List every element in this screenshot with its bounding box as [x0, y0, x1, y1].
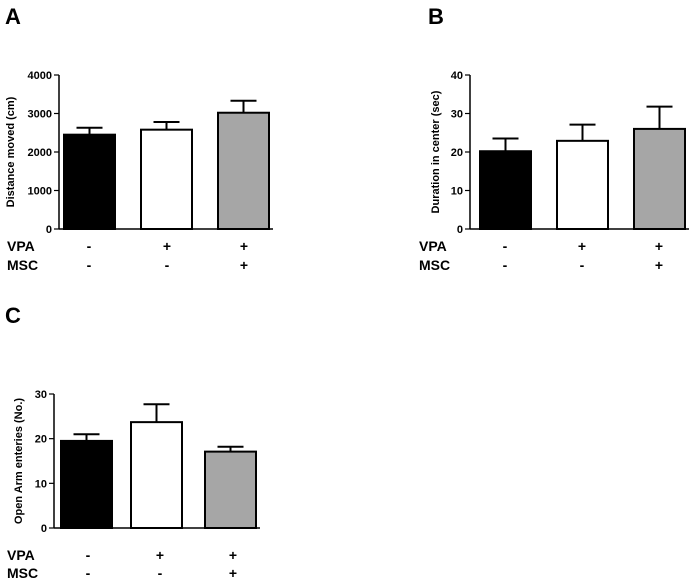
condition-sign: - [87, 238, 92, 254]
chart-panel-c: C 0 10 20 30 Open Arm enteries (No.) VPA - + + MSC… [5, 303, 260, 581]
condition-sign: - [87, 257, 92, 273]
y-tick-label: 0 [46, 224, 52, 236]
condition-sign: - [158, 565, 163, 581]
condition-sign: - [503, 257, 508, 273]
y-tick-label: 30 [35, 389, 47, 401]
bar [60, 439, 113, 529]
bar [633, 127, 686, 230]
panel-letter: B [428, 4, 444, 29]
bar [204, 450, 257, 529]
condition-sign: + [156, 547, 164, 563]
condition-sign: - [86, 565, 91, 581]
condition-sign: - [503, 238, 508, 254]
condition-sign: + [655, 238, 663, 254]
panel-letter: C [5, 303, 21, 328]
y-tick-label: 0 [457, 224, 463, 236]
bar [556, 139, 609, 231]
y-tick-label: 2000 [28, 147, 52, 159]
y-tick-label: 20 [35, 434, 47, 446]
condition-sign: - [580, 257, 585, 273]
condition-label-msc: MSC [419, 257, 450, 273]
y-tick-label: 10 [35, 478, 47, 490]
y-axis-label: Duration in center (sec) [430, 90, 442, 213]
y-tick-label: 30 [451, 109, 463, 121]
condition-sign: + [578, 238, 586, 254]
condition-sign: + [240, 238, 248, 254]
y-tick-label: 40 [451, 70, 463, 82]
condition-label-vpa: VPA [7, 547, 35, 563]
bar [130, 421, 183, 530]
y-axis-label: Open Arm enteries (No.) [13, 398, 25, 524]
y-tick-label: 0 [41, 523, 47, 535]
condition-sign: - [165, 257, 170, 273]
condition-sign: + [240, 257, 248, 273]
y-tick-label: 4000 [28, 70, 52, 82]
bar [479, 150, 532, 230]
panel-letter: A [5, 4, 21, 29]
condition-label-msc: MSC [7, 565, 38, 581]
y-tick-label: 10 [451, 186, 463, 198]
bar [63, 133, 116, 230]
bar [140, 128, 193, 230]
y-axis-label: Distance moved (cm) [5, 96, 17, 207]
condition-label-msc: MSC [7, 257, 38, 273]
condition-sign: + [163, 238, 171, 254]
y-tick-label: 3000 [28, 109, 52, 121]
condition-label-vpa: VPA [7, 238, 35, 254]
condition-label-vpa: VPA [419, 238, 447, 254]
condition-sign: + [229, 547, 237, 563]
chart-panel-a: A 0 1000 2000 3000 4000 Distance moved (cm) VPA… [5, 4, 273, 273]
bar [217, 111, 270, 230]
condition-sign: + [229, 565, 237, 581]
condition-sign: + [655, 257, 663, 273]
chart-panel-b: B 0 10 20 30 40 Duration in center (sec) VPA - + +… [419, 4, 689, 273]
y-tick-label: 1000 [28, 186, 52, 198]
y-tick-label: 20 [451, 147, 463, 159]
condition-sign: - [86, 547, 91, 563]
